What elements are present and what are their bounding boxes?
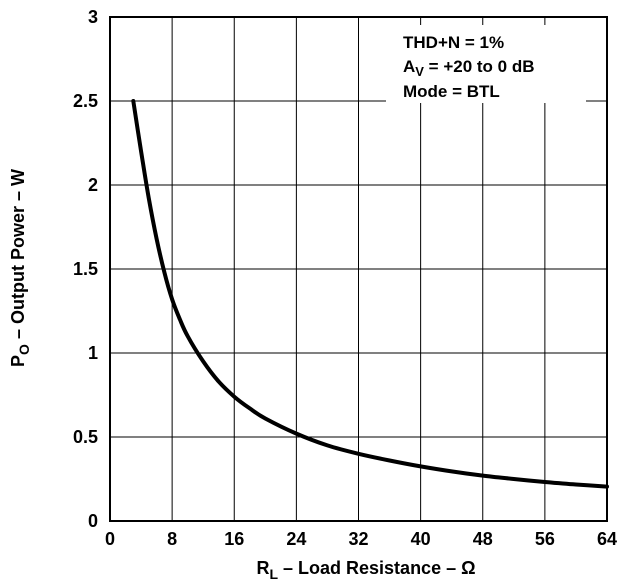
annotation-mode: Mode = BTL [403,82,500,101]
x-tick-label: 8 [167,529,177,549]
y-tick-label: 0.5 [73,427,98,447]
x-tick-label: 0 [105,529,115,549]
annotation-gain: AV = +20 to 0 dB [403,57,535,79]
x-tick-label: 32 [348,529,368,549]
y-tick-label: 1.5 [73,259,98,279]
x-tick-label: 40 [411,529,431,549]
annotation-box [386,25,586,103]
plot-area [109,16,608,522]
x-tick-label: 24 [286,529,306,549]
output-power-curve [131,99,609,489]
annotation-thd: THD+N = 1% [403,33,504,52]
y-tick-labels: 0 0.5 1 1.5 2 2.5 3 [73,7,98,531]
y-tick-label: 0 [88,511,98,531]
y-tick-label: 1 [88,343,98,363]
x-tick-labels: 0 8 16 24 32 40 48 56 64 [105,529,617,549]
y-axis-label: PO – Output Power – W [8,169,32,367]
y-tick-label: 3 [88,7,98,27]
y-tick-label: 2 [88,175,98,195]
x-axis-label: RL – Load Resistance – Ω [256,558,475,580]
x-tick-label: 48 [473,529,493,549]
curve [131,99,609,489]
y-tick-label: 2.5 [73,91,98,111]
x-tick-label: 64 [597,529,617,549]
x-tick-label: 56 [535,529,555,549]
x-tick-label: 16 [224,529,244,549]
